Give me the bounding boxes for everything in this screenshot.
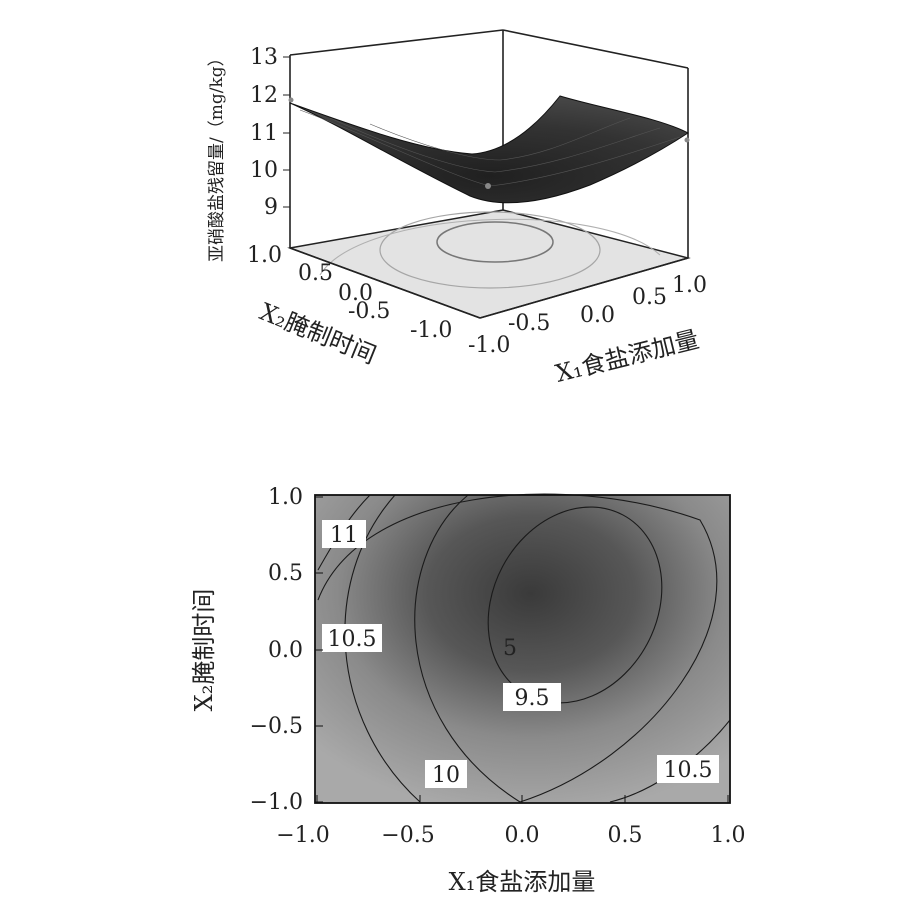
x3d-tick-label: 1.0	[672, 273, 707, 298]
contour-label: 10	[432, 763, 460, 788]
contour-y-tick-label: 0.0	[268, 638, 303, 663]
contour-line-10	[317, 493, 718, 803]
z-tick-label: 13	[250, 45, 278, 70]
z-axis-label: 亚硝酸盐残留量/（mg/kg）	[207, 49, 227, 262]
contour-labels: 11 10.5 5 9.5 10 10.5	[322, 520, 719, 788]
contour-y-tick-label: 1.0	[268, 485, 303, 510]
contour-y-ticks: 1.0 0.5 0.0 −0.5 −1.0	[250, 485, 323, 815]
x3d-tick-label: 0.5	[632, 285, 667, 310]
y3d-tick-label: 1.0	[247, 243, 282, 268]
x-axis-3d	[479, 257, 689, 319]
surface-mesh-c	[369, 117, 631, 161]
floor-contour-inner	[436, 221, 554, 263]
floor-contour-mid	[379, 211, 601, 289]
contour-y-tick-label: −1.0	[250, 790, 303, 815]
surface-corner-point-right	[684, 137, 690, 143]
contour-label: 10.5	[328, 627, 377, 652]
contour-label: 11	[330, 523, 358, 548]
contour-y-tick-label: −0.5	[250, 714, 303, 739]
contour-background	[315, 495, 730, 803]
z-tick-label: 9	[264, 195, 278, 220]
contour-x-tick-label: −0.5	[381, 823, 434, 848]
x3d-tick-label: -1.0	[468, 333, 510, 358]
y3d-tick-label: 0.0	[338, 281, 373, 306]
x-axis-3d-label: X₁食盐添加量	[553, 325, 702, 388]
contour-label: 9.5	[515, 686, 550, 711]
x-axis-3d-ticks: -1.0 -0.5 0.0 0.5 1.0	[468, 273, 707, 358]
contour-x-tick-label: 0.5	[608, 823, 643, 848]
contour-plot: 11 10.5 5 9.5 10 10.5 1.0 0.5 0.0 −0.5 −…	[190, 485, 746, 896]
contour-x-tick-label: 0.0	[505, 823, 540, 848]
z-tick-label: 11	[250, 121, 278, 146]
surface-mesh-b	[329, 117, 661, 173]
z-tick-label: 10	[250, 158, 278, 183]
contour-y-tick-label: 0.5	[268, 561, 303, 586]
wall-top-left	[289, 29, 504, 56]
contour-x-axis-label: X₁食盐添加量	[449, 868, 596, 896]
surface-corner-point	[288, 97, 294, 103]
floor-contour-outer	[319, 218, 661, 276]
z-axis-ticks: 13 12 11 10 9	[250, 45, 290, 220]
y3d-tick-label: -0.5	[348, 299, 390, 324]
z-tick-label: 12	[250, 83, 278, 108]
y3d-tick-label: 0.5	[298, 261, 333, 286]
x3d-tick-label: 0.0	[580, 303, 615, 328]
contour-x-tick-label: 1.0	[711, 823, 746, 848]
contour-y-axis-label: X₂腌制时间	[190, 589, 218, 712]
x3d-tick-label: -0.5	[508, 311, 550, 336]
contour-x-tick-label: −1.0	[276, 823, 329, 848]
contour-line-10b	[414, 494, 521, 803]
contour-x-ticks: −1.0 −0.5 0.0 0.5 1.0	[276, 795, 746, 848]
y-axis-3d-ticks: 1.0 0.5 0.0 -0.5 -1.0	[247, 243, 452, 343]
response-surface	[289, 95, 689, 204]
surface-plot: 13 12 11 10 9 亚硝酸盐残留量/（mg/kg） 1.0 0.5 0.…	[207, 29, 707, 388]
contour-label: 10.5	[664, 758, 713, 783]
surface-min-point	[485, 183, 491, 189]
y-axis-3d	[289, 247, 481, 319]
wall-top-right	[502, 29, 689, 69]
y3d-tick-label: -1.0	[410, 318, 452, 343]
contour-label: 5	[503, 636, 517, 661]
